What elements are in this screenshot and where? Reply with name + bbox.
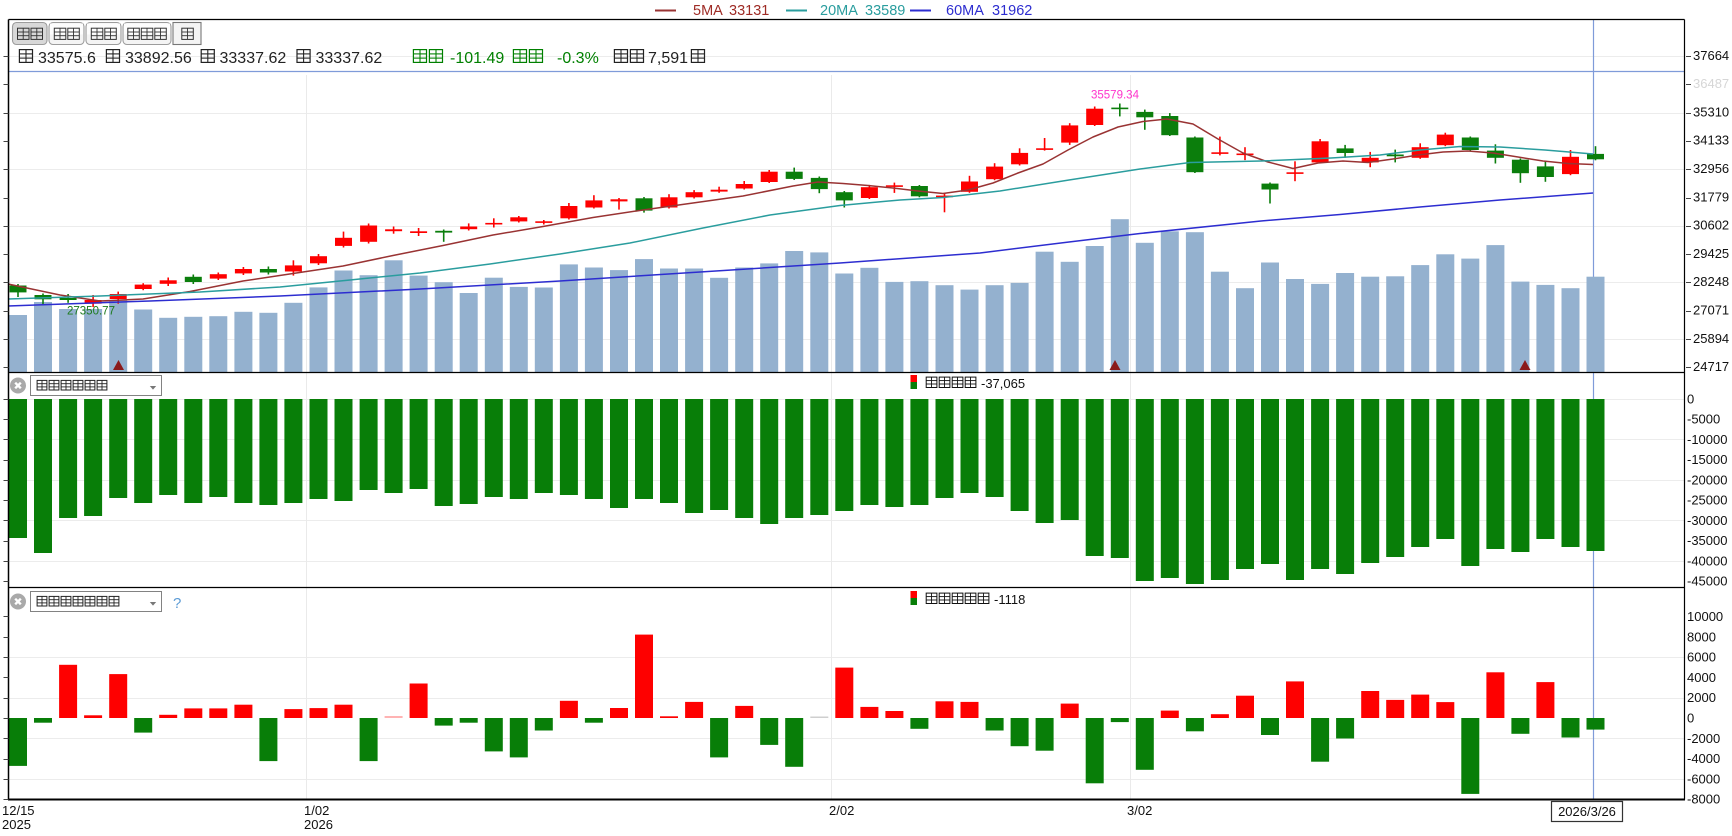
svg-text:8000: 8000 (1687, 629, 1716, 644)
svg-text:2026: 2026 (304, 817, 333, 831)
svg-text:0: 0 (1687, 711, 1694, 726)
svg-text:-0.3%: -0.3% (557, 50, 599, 67)
svg-text:7,591: 7,591 (648, 50, 688, 67)
svg-text:-30000: -30000 (1687, 513, 1727, 528)
svg-text:-2000: -2000 (1687, 731, 1720, 746)
svg-text:2000: 2000 (1687, 690, 1716, 705)
svg-text:-8000: -8000 (1687, 792, 1720, 807)
svg-text:3/02: 3/02 (1127, 803, 1152, 818)
svg-text:33337.62: 33337.62 (316, 50, 383, 67)
svg-text:20MA: 20MA (820, 3, 858, 19)
svg-text:34133: 34133 (1693, 133, 1729, 148)
svg-text:24717: 24717 (1693, 359, 1729, 374)
svg-text:-1118: -1118 (994, 592, 1025, 607)
svg-text:31779: 31779 (1693, 189, 1729, 204)
svg-text:27350.77: 27350.77 (67, 306, 115, 318)
svg-text:31962: 31962 (992, 3, 1032, 19)
svg-text:30602: 30602 (1693, 218, 1729, 233)
svg-text:1/02: 1/02 (304, 803, 329, 818)
svg-text:35579.34: 35579.34 (1091, 90, 1140, 102)
svg-text:-35000: -35000 (1687, 533, 1727, 548)
svg-text:5MA: 5MA (693, 3, 723, 19)
svg-text:0: 0 (1687, 392, 1694, 407)
svg-text:33575.6: 33575.6 (38, 50, 96, 67)
svg-text:-37,065: -37,065 (981, 376, 1025, 391)
svg-text:33589: 33589 (865, 3, 905, 19)
svg-text:36487: 36487 (1693, 76, 1729, 91)
svg-text:-40000: -40000 (1687, 553, 1727, 568)
svg-text:37664: 37664 (1693, 48, 1729, 63)
svg-text:-10000: -10000 (1687, 432, 1727, 447)
svg-text:-20000: -20000 (1687, 472, 1727, 487)
svg-text:2/02: 2/02 (829, 803, 854, 818)
svg-text:2026/3/26: 2026/3/26 (1558, 804, 1616, 819)
svg-text:60MA: 60MA (946, 3, 984, 19)
svg-text:33892.56: 33892.56 (125, 50, 192, 67)
svg-text:-45000: -45000 (1687, 574, 1727, 589)
svg-text:6000: 6000 (1687, 650, 1716, 665)
svg-text:33131: 33131 (729, 3, 769, 19)
svg-text:-5000: -5000 (1687, 412, 1720, 427)
svg-text:-15000: -15000 (1687, 452, 1727, 467)
svg-text:?: ? (173, 595, 181, 612)
svg-text:25894: 25894 (1693, 331, 1729, 346)
svg-text:10000: 10000 (1687, 609, 1723, 624)
svg-text:29425: 29425 (1693, 246, 1729, 261)
svg-text:4000: 4000 (1687, 670, 1716, 685)
svg-text:2025: 2025 (2, 817, 31, 831)
svg-text:-6000: -6000 (1687, 771, 1720, 786)
svg-text:27071: 27071 (1693, 303, 1729, 318)
svg-text:28248: 28248 (1693, 274, 1729, 289)
svg-text:-4000: -4000 (1687, 751, 1720, 766)
svg-text:12/15: 12/15 (2, 803, 35, 818)
svg-text:35310: 35310 (1693, 104, 1729, 119)
svg-text:-101.49: -101.49 (450, 50, 504, 67)
svg-text:33337.62: 33337.62 (220, 50, 287, 67)
svg-text:-25000: -25000 (1687, 493, 1727, 508)
svg-text:32956: 32956 (1693, 161, 1729, 176)
